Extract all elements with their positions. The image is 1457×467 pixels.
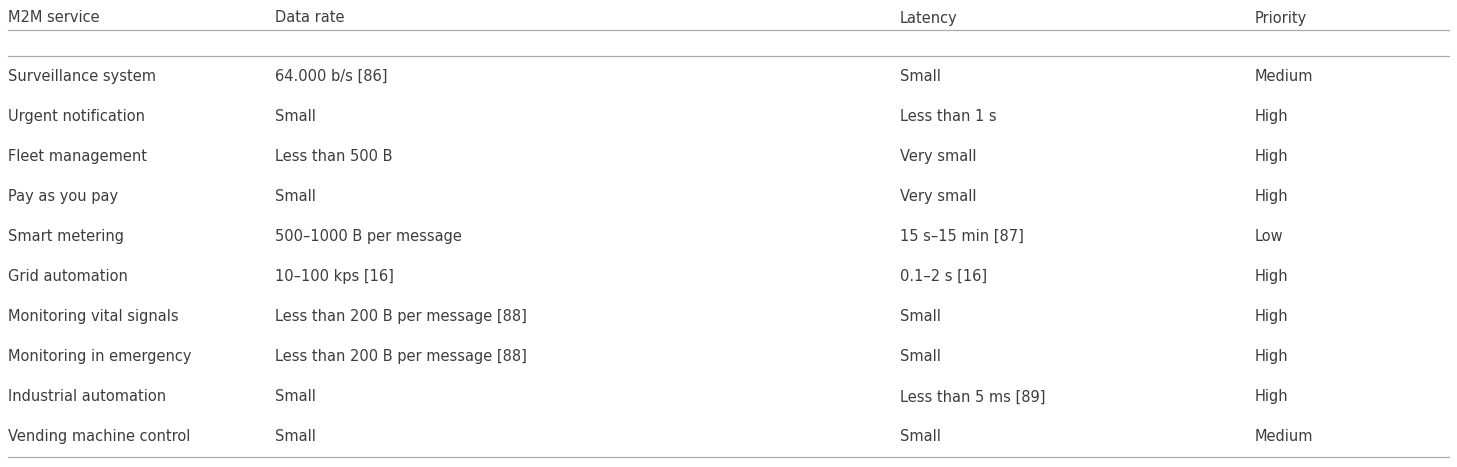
Text: Less than 200 B per message [88]: Less than 200 B per message [88] <box>275 309 527 324</box>
Text: Very small: Very small <box>900 189 976 204</box>
Text: High: High <box>1254 349 1288 364</box>
Text: Monitoring in emergency: Monitoring in emergency <box>7 349 191 364</box>
Text: Monitoring vital signals: Monitoring vital signals <box>7 309 179 324</box>
Text: Low: Low <box>1254 229 1284 244</box>
Text: Pay as you pay: Pay as you pay <box>7 189 118 204</box>
Text: M2M service: M2M service <box>7 10 99 26</box>
Text: Less than 200 B per message [88]: Less than 200 B per message [88] <box>275 349 527 364</box>
Text: Small: Small <box>900 430 941 445</box>
Text: Surveillance system: Surveillance system <box>7 69 156 84</box>
Text: Small: Small <box>900 309 941 324</box>
Text: Vending machine control: Vending machine control <box>7 430 191 445</box>
Text: Medium: Medium <box>1254 69 1314 84</box>
Text: Priority: Priority <box>1254 10 1307 26</box>
Text: Urgent notification: Urgent notification <box>7 109 146 124</box>
Text: High: High <box>1254 149 1288 164</box>
Text: 500–1000 B per message: 500–1000 B per message <box>275 229 462 244</box>
Text: 64.000 b/s [86]: 64.000 b/s [86] <box>275 69 388 84</box>
Text: 15 s–15 min [87]: 15 s–15 min [87] <box>900 229 1024 244</box>
Text: Latency: Latency <box>900 10 957 26</box>
Text: Small: Small <box>275 430 316 445</box>
Text: Small: Small <box>275 389 316 404</box>
Text: Fleet management: Fleet management <box>7 149 147 164</box>
Text: Small: Small <box>275 189 316 204</box>
Text: 10–100 kps [16]: 10–100 kps [16] <box>275 269 393 284</box>
Text: Small: Small <box>900 349 941 364</box>
Text: 0.1–2 s [16]: 0.1–2 s [16] <box>900 269 988 284</box>
Text: Small: Small <box>900 69 941 84</box>
Text: Medium: Medium <box>1254 430 1314 445</box>
Text: Smart metering: Smart metering <box>7 229 124 244</box>
Text: Industrial automation: Industrial automation <box>7 389 166 404</box>
Text: High: High <box>1254 109 1288 124</box>
Text: Less than 5 ms [89]: Less than 5 ms [89] <box>900 389 1046 404</box>
Text: High: High <box>1254 309 1288 324</box>
Text: Grid automation: Grid automation <box>7 269 128 284</box>
Text: Less than 1 s: Less than 1 s <box>900 109 997 124</box>
Text: Small: Small <box>275 109 316 124</box>
Text: High: High <box>1254 269 1288 284</box>
Text: High: High <box>1254 189 1288 204</box>
Text: Very small: Very small <box>900 149 976 164</box>
Text: High: High <box>1254 389 1288 404</box>
Text: Less than 500 B: Less than 500 B <box>275 149 392 164</box>
Text: Data rate: Data rate <box>275 10 344 26</box>
